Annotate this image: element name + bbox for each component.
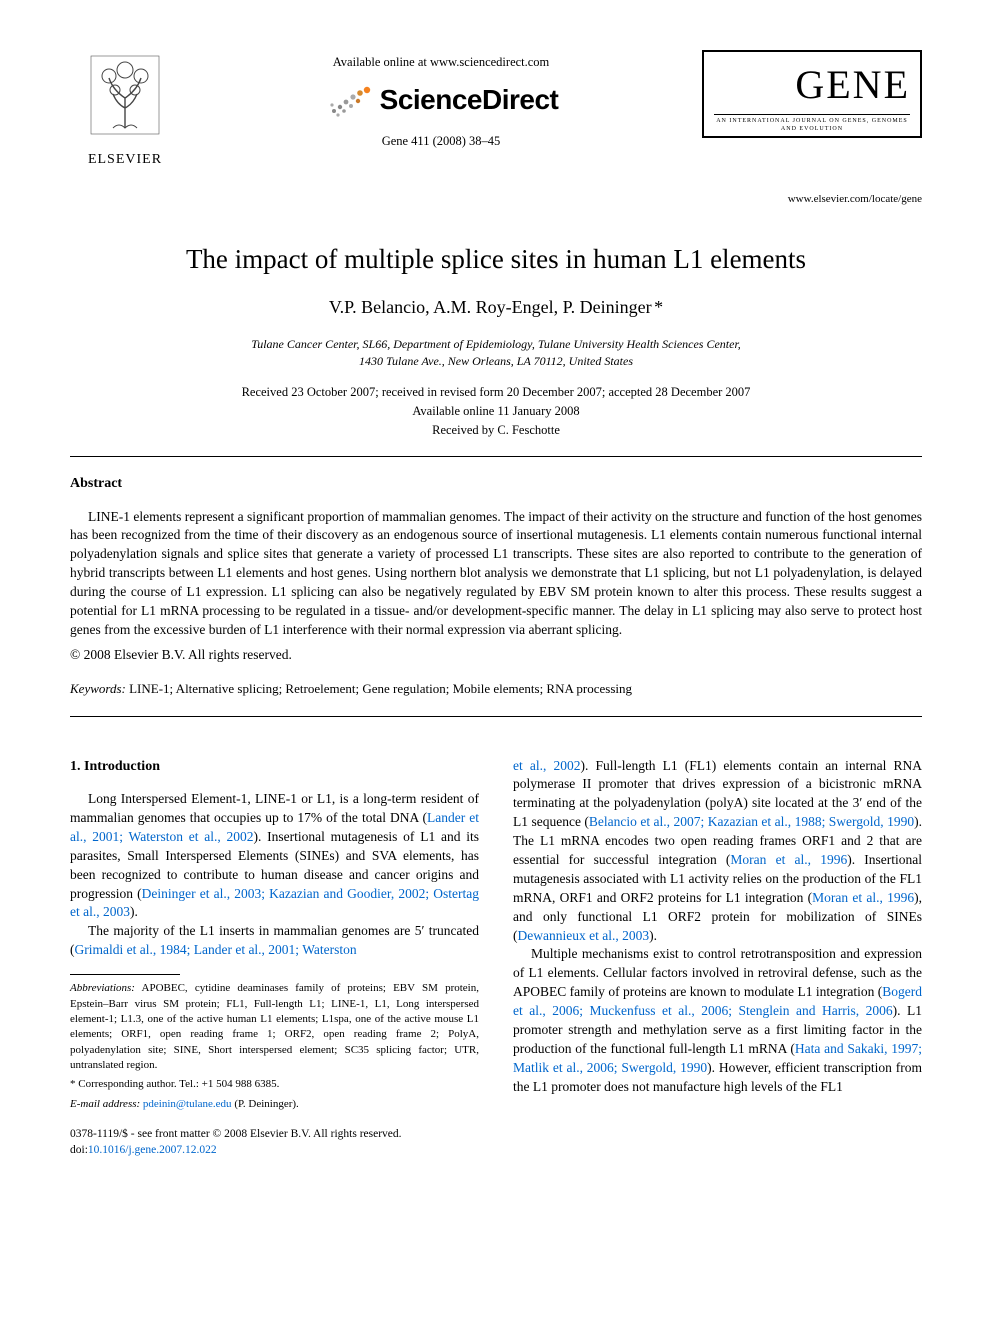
abstract-copyright: © 2008 Elsevier B.V. All rights reserved…: [70, 646, 922, 664]
affiliation: Tulane Cancer Center, SL66, Department o…: [70, 336, 922, 370]
received-by-editor: Received by C. Feschotte: [432, 423, 560, 437]
abstract-body: LINE-1 elements represent a significant …: [70, 508, 922, 640]
corresponding-author-footnote: * Corresponding author. Tel.: +1 504 988…: [70, 1077, 479, 1092]
doi-line: doi:10.1016/j.gene.2007.12.022: [70, 1142, 479, 1158]
publisher-logo-block: ELSEVIER: [70, 50, 180, 170]
journal-header: ELSEVIER Available online at www.science…: [70, 50, 922, 207]
author-list: V.P. Belancio, A.M. Roy-Engel, P. Deinin…: [70, 295, 922, 319]
section-1-heading: 1. Introduction: [70, 757, 479, 777]
citation-link[interactable]: Dewannieux et al., 2003: [518, 928, 650, 943]
sciencedirect-logo: ScienceDirect: [180, 81, 702, 119]
abbreviations-footnote: Abbreviations: APOBEC, cytidine deaminas…: [70, 981, 479, 1073]
corresponding-author-text: Corresponding author. Tel.: +1 504 988 6…: [78, 1078, 279, 1090]
divider: [70, 716, 922, 717]
abbreviations-label: Abbreviations:: [70, 982, 135, 994]
corresponding-email-link[interactable]: pdeinin@tulane.edu: [143, 1098, 232, 1110]
intro-para-3: Multiple mechanisms exist to control ret…: [513, 945, 922, 1096]
journal-citation: Gene 411 (2008) 38–45: [180, 133, 702, 150]
email-label: E-mail address:: [70, 1098, 140, 1110]
article-dates: Received 23 October 2007; received in re…: [70, 383, 922, 439]
affiliation-line-1: Tulane Cancer Center, SL66, Department o…: [251, 337, 741, 351]
journal-homepage-url: www.elsevier.com/locate/gene: [702, 192, 922, 207]
asterisk-icon: *: [70, 1078, 76, 1090]
keywords-label: Keywords:: [70, 681, 126, 696]
journal-logo-subtitle: AN INTERNATIONAL JOURNAL ON GENES, GENOM…: [714, 114, 910, 133]
citation-link[interactable]: Moran et al., 1996: [730, 852, 847, 867]
platform-name: ScienceDirect: [380, 81, 559, 119]
doi-label: doi:: [70, 1144, 88, 1156]
available-online-text: Available online at www.sciencedirect.co…: [180, 54, 702, 71]
authors-text: V.P. Belancio, A.M. Roy-Engel, P. Deinin…: [329, 297, 652, 317]
email-author-name: (P. Deininger).: [234, 1098, 298, 1110]
text-run: ).: [649, 928, 657, 943]
journal-logo-box: GENE AN INTERNATIONAL JOURNAL ON GENES, …: [702, 50, 922, 138]
article-body-columns: 1. Introduction Long Interspersed Elemen…: [70, 757, 922, 1159]
citation-link[interactable]: Moran et al., 1996: [812, 890, 914, 905]
doi-link[interactable]: 10.1016/j.gene.2007.12.022: [88, 1144, 217, 1156]
citation-link[interactable]: Belancio et al., 2007; Kazazian et al., …: [589, 814, 914, 829]
divider: [70, 456, 922, 457]
affiliation-line-2: 1430 Tulane Ave., New Orleans, LA 70112,…: [359, 354, 633, 368]
text-run: Multiple mechanisms exist to control ret…: [513, 946, 922, 999]
footnote-separator: [70, 974, 180, 975]
keywords-list: LINE-1; Alternative splicing; Retroeleme…: [129, 681, 632, 696]
text-run: ).: [130, 904, 138, 919]
article-title: The impact of multiple splice sites in h…: [70, 241, 922, 277]
intro-para-2-start: The majority of the L1 inserts in mammal…: [70, 922, 479, 960]
right-column: et al., 2002). Full-length L1 (FL1) elem…: [513, 757, 922, 1159]
email-footnote: E-mail address: pdeinin@tulane.edu (P. D…: [70, 1097, 479, 1112]
abbreviations-body: APOBEC, cytidine deaminases family of pr…: [70, 982, 479, 1071]
header-center: Available online at www.sciencedirect.co…: [180, 50, 702, 150]
elsevier-tree-icon: [85, 50, 165, 140]
front-matter-line: 0378-1119/$ - see front matter © 2008 El…: [70, 1126, 479, 1142]
journal-logo-text: GENE: [714, 58, 910, 112]
available-online-date: Available online 11 January 2008: [412, 404, 579, 418]
citation-link[interactable]: et al., 2002: [513, 758, 580, 773]
received-dates: Received 23 October 2007; received in re…: [242, 385, 751, 399]
intro-para-2-cont: et al., 2002). Full-length L1 (FL1) elem…: [513, 757, 922, 946]
publisher-name: ELSEVIER: [70, 151, 180, 170]
sciencedirect-swoosh-icon: [324, 81, 374, 119]
corresponding-asterisk: *: [654, 297, 663, 317]
text-run: Long Interspersed Element-1, LINE-1 or L…: [70, 791, 479, 825]
footnotes-block: Abbreviations: APOBEC, cytidine deaminas…: [70, 981, 479, 1112]
keywords-line: Keywords: LINE-1; Alternative splicing; …: [70, 680, 922, 698]
journal-logo-block: GENE AN INTERNATIONAL JOURNAL ON GENES, …: [702, 50, 922, 207]
left-column: 1. Introduction Long Interspersed Elemen…: [70, 757, 479, 1159]
citation-link[interactable]: Grimaldi et al., 1984; Lander et al., 20…: [75, 942, 357, 957]
intro-para-1: Long Interspersed Element-1, LINE-1 or L…: [70, 790, 479, 922]
abstract-heading: Abstract: [70, 475, 922, 494]
